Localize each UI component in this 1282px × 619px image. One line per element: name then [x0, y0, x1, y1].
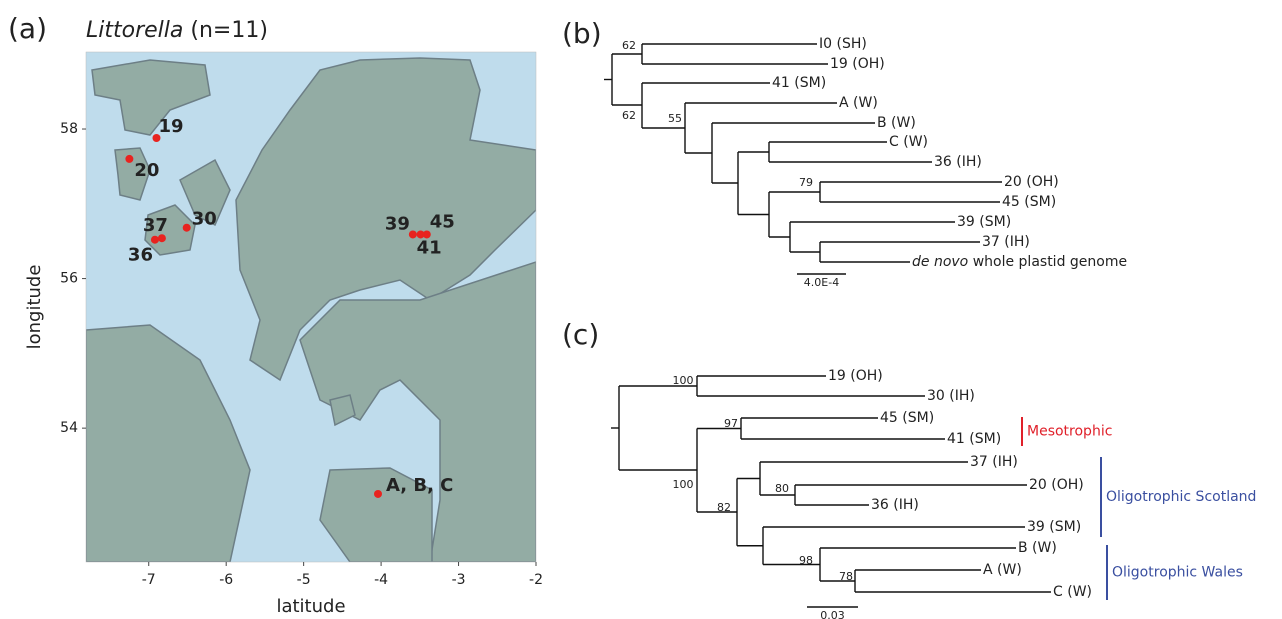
- page: (a) Littorella (n=11) latitude longitude…: [0, 0, 1282, 619]
- x-tick-label: -4: [374, 572, 388, 588]
- map: [86, 52, 536, 562]
- y-tick-label: 56: [60, 271, 78, 287]
- map-title: Littorella (n=11): [86, 18, 268, 43]
- tip-italic: de novo: [912, 254, 968, 270]
- bootstrap: 80: [775, 482, 789, 495]
- tip-label: 41 (SM): [772, 75, 826, 91]
- title-rest: (n=11): [190, 18, 268, 43]
- y-tick-label: 54: [60, 420, 78, 436]
- tip-label: I0 (SH): [819, 36, 867, 52]
- site-label: 39: [385, 213, 410, 234]
- tip-label: 37 (IH): [970, 454, 1018, 470]
- site-label: 30: [192, 209, 217, 230]
- group-label: Mesotrophic: [1027, 424, 1112, 440]
- figure: (a) Littorella (n=11) latitude longitude…: [0, 0, 1282, 619]
- bootstrap: 62: [622, 39, 636, 52]
- tip-label: C (W): [1053, 584, 1092, 600]
- y-tick-label: 58: [60, 121, 78, 137]
- bootstrap: 79: [799, 176, 813, 189]
- site-label: A, B, C: [386, 475, 453, 496]
- bootstrap: 100: [673, 374, 694, 387]
- group-label: Oligotrophic Scotland: [1106, 489, 1256, 505]
- bootstrap: 100: [673, 478, 694, 491]
- tip-label: 36 (IH): [871, 497, 919, 513]
- x-tick-label: -5: [297, 572, 311, 588]
- tip-label: 30 (IH): [927, 388, 975, 404]
- panel-label: (b): [562, 17, 602, 50]
- x-tick-label: -2: [529, 572, 543, 588]
- scale-label: 0.03: [820, 609, 845, 619]
- tip-label: 37 (IH): [982, 234, 1030, 250]
- x-tick-label: -7: [142, 572, 156, 588]
- site-label: 20: [134, 160, 159, 181]
- group-label: Oligotrophic Wales: [1112, 565, 1243, 581]
- x-tick-label: -6: [219, 572, 233, 588]
- bootstrap: 62: [622, 109, 636, 122]
- tip-label: 39 (SM): [1027, 519, 1081, 535]
- x-tick-label: -3: [452, 572, 466, 588]
- scale-label: 4.0E-4: [804, 276, 839, 289]
- tip-label: B (W): [1018, 540, 1057, 556]
- tip-label: 39 (SM): [957, 214, 1011, 230]
- bootstrap: 98: [799, 554, 813, 567]
- tip-label: 36 (IH): [934, 154, 982, 170]
- tip-label: A (W): [983, 562, 1022, 578]
- title-italic: Littorella: [86, 18, 183, 43]
- tip-label: de novo whole plastid genome: [912, 254, 1127, 270]
- tip-rest: whole plastid genome: [973, 254, 1127, 270]
- site-point: [125, 155, 133, 163]
- site-label: 19: [158, 116, 183, 137]
- site-label: 36: [128, 245, 153, 266]
- tip-label: 20 (OH): [1029, 477, 1084, 493]
- tip-label: 45 (SM): [1002, 194, 1056, 210]
- tip-label: C (W): [889, 134, 928, 150]
- y-axis-label: longitude: [24, 265, 45, 350]
- x-axis-label: latitude: [276, 596, 345, 617]
- site-point: [151, 236, 159, 244]
- tip-label: 41 (SM): [947, 431, 1001, 447]
- site-label: 37: [143, 215, 168, 236]
- site-point: [183, 224, 191, 232]
- site-label: 45: [430, 211, 455, 232]
- tip-label: A (W): [839, 95, 878, 111]
- bootstrap: 55: [668, 112, 682, 125]
- tip-label: 45 (SM): [880, 410, 934, 426]
- bootstrap: 97: [724, 417, 738, 430]
- tip-label: 19 (OH): [830, 56, 885, 72]
- panel-label: (a): [8, 12, 47, 45]
- bootstrap: 78: [839, 570, 853, 583]
- tip-label: 20 (OH): [1004, 174, 1059, 190]
- tip-label: 19 (OH): [828, 368, 883, 384]
- tip-label: B (W): [877, 115, 916, 131]
- site-label: 41: [417, 237, 442, 258]
- bootstrap: 82: [717, 501, 731, 514]
- panel-label: (c): [562, 318, 599, 351]
- site-point: [374, 490, 382, 498]
